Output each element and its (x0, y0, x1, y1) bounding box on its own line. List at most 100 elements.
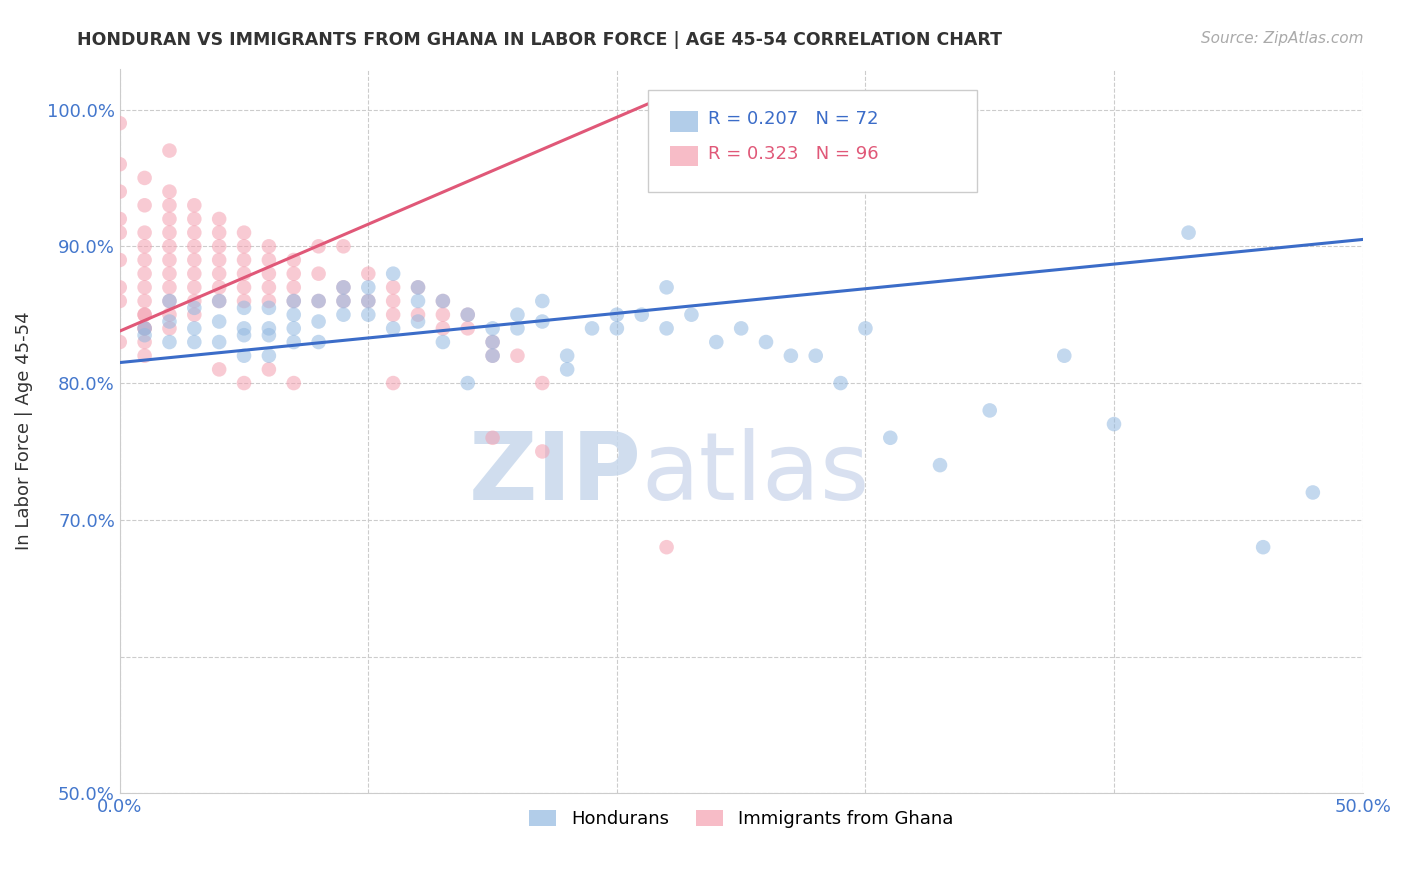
Point (1102, 417, 1125, 431)
Point (183, 334, 205, 349)
Point (382, 293, 405, 308)
Point (108, 157, 131, 171)
Point (208, 334, 231, 349)
Point (183, 321, 205, 335)
Point (208, 267, 231, 281)
Point (332, 293, 354, 308)
Point (357, 293, 380, 308)
Point (134, 334, 156, 349)
Point (332, 308, 354, 322)
Point (1177, 226, 1199, 240)
Point (183, 301, 205, 315)
Point (506, 308, 529, 322)
Point (257, 267, 280, 281)
Point (432, 321, 454, 335)
Text: atlas: atlas (641, 428, 870, 520)
Point (283, 252, 305, 267)
Point (555, 349, 578, 363)
Point (257, 239, 280, 253)
Point (208, 226, 231, 240)
Point (308, 239, 330, 253)
Point (183, 280, 205, 294)
Point (159, 144, 181, 158)
Point (655, 280, 678, 294)
FancyBboxPatch shape (648, 90, 977, 192)
Point (159, 314, 181, 328)
Point (481, 431, 503, 445)
Point (432, 308, 454, 322)
Point (730, 321, 752, 335)
Bar (671, 112, 697, 132)
Point (159, 293, 181, 308)
Point (406, 314, 429, 328)
Point (257, 328, 280, 343)
Text: R = 0.323   N = 96: R = 0.323 N = 96 (707, 145, 879, 163)
Y-axis label: In Labor Force | Age 45-54: In Labor Force | Age 45-54 (15, 311, 32, 550)
Point (233, 293, 256, 308)
Point (159, 185, 181, 199)
Point (283, 267, 305, 281)
Point (283, 334, 305, 349)
Point (332, 293, 354, 308)
Point (233, 349, 256, 363)
Point (481, 334, 503, 349)
Point (134, 321, 156, 335)
Point (134, 198, 156, 212)
Point (208, 280, 231, 294)
Point (134, 239, 156, 253)
Point (233, 376, 256, 390)
Point (779, 349, 801, 363)
Point (432, 334, 454, 349)
Point (357, 308, 380, 322)
Point (208, 252, 231, 267)
Point (804, 349, 827, 363)
Point (606, 308, 628, 322)
Point (183, 239, 205, 253)
Point (257, 349, 280, 363)
Text: Source: ZipAtlas.com: Source: ZipAtlas.com (1201, 31, 1364, 46)
Point (257, 321, 280, 335)
Point (681, 308, 703, 322)
Point (134, 280, 156, 294)
Point (159, 308, 181, 322)
Text: R = 0.207   N = 72: R = 0.207 N = 72 (707, 111, 879, 128)
Point (555, 362, 578, 376)
Point (382, 308, 405, 322)
Point (432, 293, 454, 308)
Point (183, 198, 205, 212)
Point (283, 376, 305, 390)
Point (134, 308, 156, 322)
Point (183, 226, 205, 240)
Point (108, 211, 131, 226)
Point (357, 267, 380, 281)
Point (308, 293, 330, 308)
Point (332, 280, 354, 294)
Point (134, 328, 156, 343)
Point (159, 226, 181, 240)
Point (159, 239, 181, 253)
Point (655, 321, 678, 335)
Point (257, 362, 280, 376)
Point (108, 334, 131, 349)
Point (855, 321, 877, 335)
Point (283, 308, 305, 322)
Point (357, 280, 380, 294)
Point (159, 334, 181, 349)
Point (208, 362, 231, 376)
Point (283, 280, 305, 294)
Point (830, 376, 852, 390)
Point (159, 267, 181, 281)
Point (283, 293, 305, 308)
Point (108, 116, 131, 130)
Point (1302, 485, 1324, 500)
Point (481, 334, 503, 349)
Point (332, 239, 354, 253)
Point (108, 185, 131, 199)
Point (233, 328, 256, 343)
Point (406, 308, 429, 322)
Point (108, 280, 131, 294)
Point (283, 321, 305, 335)
Point (457, 308, 479, 322)
Point (755, 334, 778, 349)
Point (406, 293, 429, 308)
